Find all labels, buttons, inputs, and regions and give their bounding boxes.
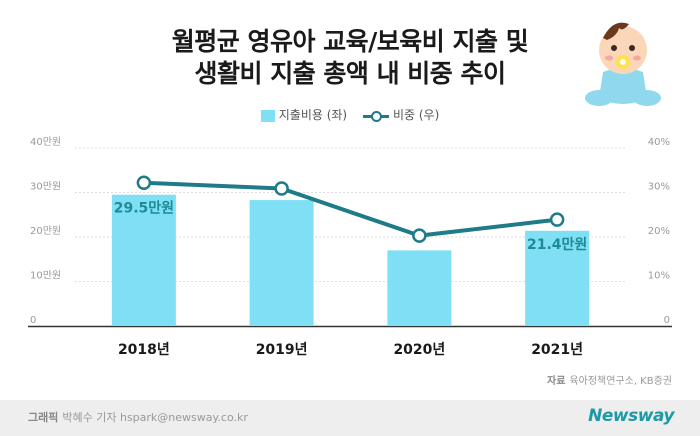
right-axis-tick: 20% <box>648 226 670 237</box>
brand-logo: Newsway <box>588 406 674 426</box>
bar <box>525 230 590 326</box>
bar <box>249 200 314 326</box>
title-line-2: 생활비 지출 총액 내 비중 추이 <box>194 59 506 88</box>
legend-item-expenditure: 지출비용 (좌) <box>260 106 348 123</box>
legend-bar-label: 지출비용 (좌) <box>278 108 348 122</box>
right-axis-tick: 30% <box>648 182 670 193</box>
graphic-credit: 그래픽 박혜수 기자 hspark@newsway.co.kr <box>28 409 248 425</box>
bar-data-label: 21.4만원 <box>527 237 587 253</box>
bar-data-label: 29.5만원 <box>114 201 174 217</box>
bar-swatch-icon <box>260 109 275 122</box>
chart-legend: 지출비용 (좌) 비중 (우) <box>0 106 700 126</box>
footer-bar <box>0 400 700 436</box>
x-category-label: 2019년 <box>256 342 308 358</box>
credit-label: 그래픽 <box>28 411 59 424</box>
share-line <box>143 180 558 238</box>
left-axis-tick: 40만원 <box>30 136 61 148</box>
left-axis-tick: 20만원 <box>30 225 61 237</box>
line-swatch-icon <box>362 110 389 122</box>
x-category-label: 2021년 <box>531 342 583 358</box>
baby-illustration <box>585 22 661 106</box>
bar <box>387 250 452 326</box>
title-line-1: 월평균 영유아 교육/보육비 지출 및 <box>171 27 529 56</box>
left-axis-tick: 0 <box>30 315 36 326</box>
chart-title: 월평균 영유아 교육/보육비 지출 및 생활비 지출 총액 내 비중 추이 <box>110 26 590 90</box>
legend-line-label: 비중 (우) <box>392 108 440 122</box>
source-label: 자료 <box>547 376 566 387</box>
left-axis-tick: 30만원 <box>30 181 61 193</box>
share-point <box>274 181 289 196</box>
share-point <box>136 175 152 190</box>
share-point <box>549 212 565 227</box>
source-text: 육아정책연구소, KB증권 <box>569 376 672 387</box>
source-note: 자료 육아정책연구소, KB증권 <box>547 372 672 387</box>
right-axis-tick: 0 <box>664 315 670 326</box>
bar <box>111 194 176 326</box>
right-axis-tick: 40% <box>648 137 670 148</box>
x-category-label: 2018년 <box>118 342 170 358</box>
x-category-label: 2020년 <box>393 342 445 358</box>
legend-item-share: 비중 (우) <box>362 106 440 123</box>
chart-area: 0 10만원 20만원 30만원 40만원 0 10% 20% 30% 40% 29.5만원 21.4… <box>28 136 672 358</box>
credit-text: 박혜수 기자 hspark@newsway.co.kr <box>62 411 248 424</box>
share-point <box>412 228 427 243</box>
left-axis-tick: 10만원 <box>30 270 61 282</box>
right-axis-tick: 10% <box>648 271 670 282</box>
